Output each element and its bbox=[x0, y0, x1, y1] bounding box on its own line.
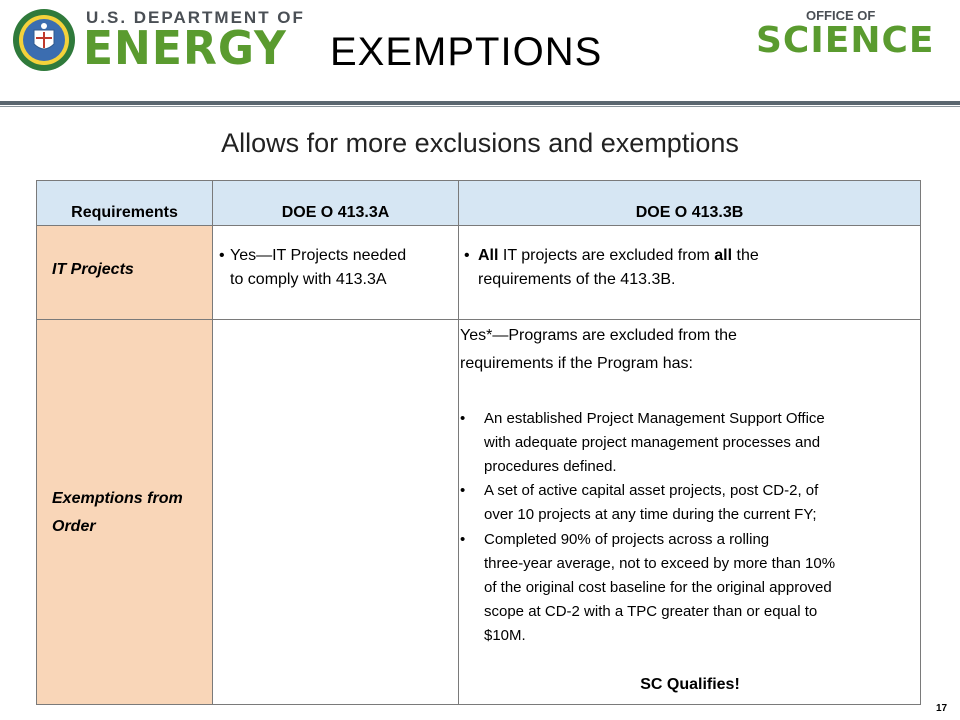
bullet-icon: • bbox=[460, 410, 466, 427]
doe-heading-small: U.S. DEPARTMENT OF bbox=[86, 8, 305, 27]
header-divider-thin bbox=[0, 106, 960, 107]
emphasis-all: All bbox=[478, 247, 499, 264]
criterion-1-line1: An established Project Management Suppor… bbox=[484, 410, 825, 427]
row-label-exemptions-line1: Exemptions from bbox=[52, 490, 183, 507]
header-divider bbox=[0, 101, 960, 105]
office-of-label: OFFICE OF bbox=[806, 8, 876, 23]
row-label-cell-exemptions: Exemptions from Order bbox=[37, 320, 213, 705]
it-projects-413-3a-cell: • Yes—IT Projects needed to comply with … bbox=[213, 226, 459, 320]
header-text-413-3b: DOE O 413.3B bbox=[635, 204, 744, 221]
doe-heading-big: ENERGY bbox=[83, 22, 287, 76]
bullet-icon: • bbox=[219, 247, 225, 264]
bullet-icon: • bbox=[460, 531, 466, 548]
science-label: SCIENCE bbox=[756, 20, 935, 61]
slide-subtitle: Allows for more exclusions and exemption… bbox=[221, 128, 739, 158]
header-text-requirements: Requirements bbox=[71, 204, 178, 221]
page-number: 17 bbox=[936, 703, 948, 714]
header-cell-413-3b: DOE O 413.3B bbox=[459, 181, 921, 226]
it-projects-413-3b-text: IT projects are excluded from bbox=[498, 247, 715, 264]
header-text-413-3a: DOE O 413.3A bbox=[281, 204, 390, 221]
criterion-2-line2: over 10 projects at any time during the … bbox=[484, 506, 817, 523]
exemptions-413-3b-cell: Yes*—Programs are excluded from the requ… bbox=[459, 320, 921, 705]
criterion-3-line2: three-year average, not to exceed by mor… bbox=[484, 555, 836, 572]
sc-qualifies-text: SC Qualifies! bbox=[640, 676, 740, 693]
criterion-1-line3: procedures defined. bbox=[484, 458, 617, 475]
criterion-3-line1: Completed 90% of projects across a rolli… bbox=[484, 531, 770, 548]
row-label-it-projects: IT Projects bbox=[52, 261, 134, 278]
it-projects-413-3b-line1: All IT projects are excluded from all th… bbox=[478, 244, 759, 268]
emphasis-all-2: all bbox=[714, 247, 733, 264]
row-label-cell-it-projects: IT Projects bbox=[37, 226, 213, 320]
criterion-2-line1: A set of active capital asset projects, … bbox=[484, 482, 819, 499]
it-projects-413-3a-line1: Yes—IT Projects needed bbox=[230, 247, 407, 264]
exemptions-intro-line1: Yes*—Programs are excluded from the bbox=[460, 327, 737, 344]
it-projects-413-3b-cell: • All IT projects are excluded from all … bbox=[459, 226, 921, 320]
it-projects-413-3b-line2: requirements of the 413.3B. bbox=[478, 271, 676, 288]
header-cell-413-3a: DOE O 413.3A bbox=[213, 181, 459, 226]
exemptions-intro-line2: requirements if the Program has: bbox=[460, 355, 693, 372]
criterion-3-line3: of the original cost baseline for the or… bbox=[484, 579, 832, 596]
slide-title: EXEMPTIONS bbox=[330, 30, 603, 74]
it-projects-413-3a-line2: to comply with 413.3A bbox=[230, 271, 387, 288]
header-cell-requirements: Requirements bbox=[37, 181, 213, 226]
exemptions-table: Requirements DOE O 413.3A DOE O 413.3B I… bbox=[36, 180, 921, 705]
bullet-icon: • bbox=[460, 482, 466, 499]
criterion-1-line2: with adequate project management process… bbox=[484, 434, 821, 451]
exemptions-413-3a-cell bbox=[213, 320, 459, 705]
criterion-3-line4: scope at CD-2 with a TPC greater than or… bbox=[484, 603, 818, 620]
row-label-exemptions-line2: Order bbox=[52, 518, 96, 535]
it-projects-413-3b-end: the bbox=[732, 247, 759, 264]
bullet-icon: • bbox=[464, 247, 470, 264]
doe-seal-icon bbox=[13, 9, 75, 71]
criterion-3-line5: $10M. bbox=[484, 627, 526, 644]
